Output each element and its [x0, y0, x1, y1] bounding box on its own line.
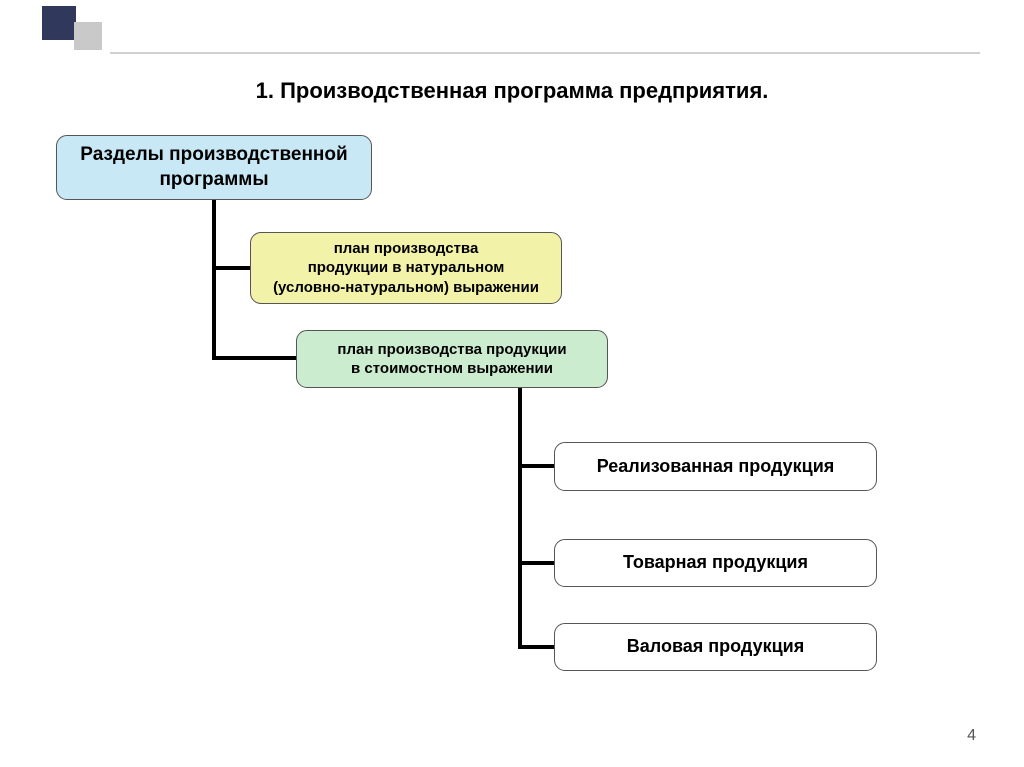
- decor-square-light: [74, 22, 102, 50]
- node-green-line2: в стоимостном выражении: [351, 359, 553, 379]
- decor-divider: [110, 52, 980, 54]
- node-yellow-line1: план производства: [334, 239, 479, 259]
- node-plan-cost: план производства продукции в стоимостно…: [296, 330, 608, 388]
- node-gross-product: Валовая продукция: [554, 623, 877, 671]
- node-commodity-product: Товарная продукция: [554, 539, 877, 587]
- node-white2-text: Товарная продукция: [623, 551, 808, 574]
- page-number: 4: [967, 727, 976, 745]
- node-root-line1: Разделы производственной: [80, 143, 347, 168]
- node-plan-natural: план производства продукции в натурально…: [250, 232, 562, 304]
- node-realized-product: Реализованная продукция: [554, 442, 877, 491]
- node-root: Разделы производственной программы: [56, 135, 372, 200]
- node-yellow-line3: (условно-натуральном) выражении: [273, 278, 539, 298]
- node-white1-text: Реализованная продукция: [597, 455, 835, 478]
- slide-title: 1. Производственная программа предприяти…: [0, 78, 1024, 104]
- node-white3-text: Валовая продукция: [627, 635, 804, 658]
- decor-square-dark: [42, 6, 76, 40]
- node-root-line2: программы: [159, 168, 268, 193]
- node-green-line1: план производства продукции: [337, 340, 566, 360]
- node-yellow-line2: продукции в натуральном: [308, 258, 505, 278]
